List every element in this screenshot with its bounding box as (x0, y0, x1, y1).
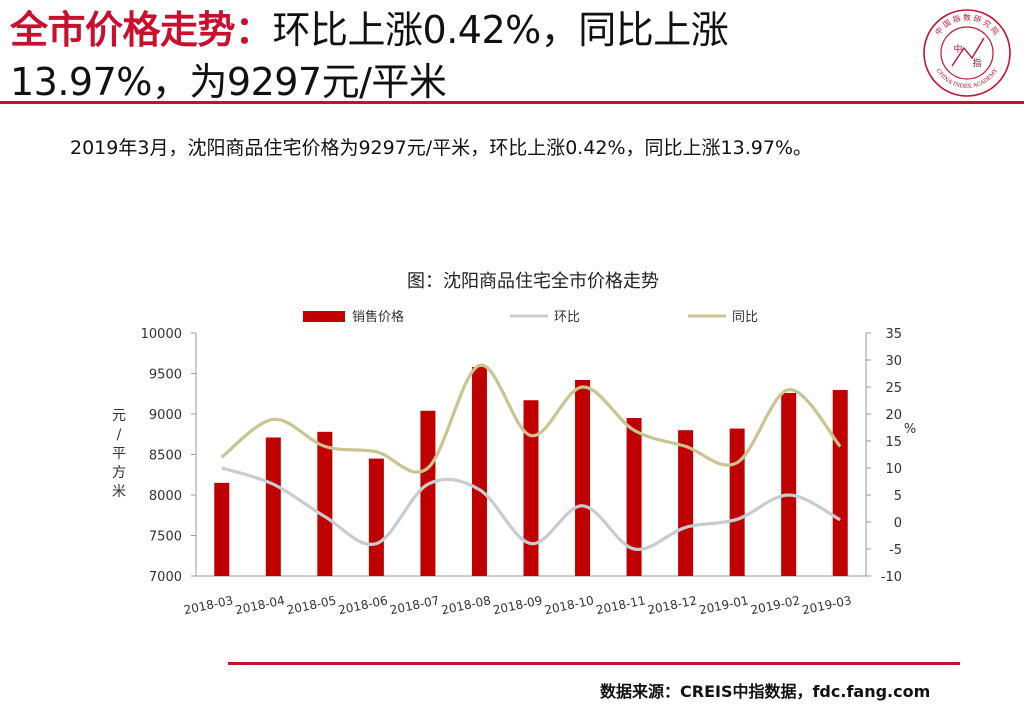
footer-divider (228, 662, 960, 665)
line-yoy (220, 363, 842, 474)
y2-tick-label: 5 (894, 489, 902, 504)
legend-label-yoy: 同比 (732, 310, 758, 325)
x-tick-label: 2019-01 (698, 593, 750, 617)
title-line1: 环比上涨0.42%，同比上涨 (272, 8, 729, 52)
x-tick-label: 2018-07 (389, 593, 441, 617)
x-tick-label: 2018-09 (492, 593, 544, 617)
x-tick-label: 2019-03 (801, 593, 853, 617)
y2-tick-label: -10 (881, 570, 902, 585)
bar-price (317, 431, 333, 576)
bar-price (575, 379, 591, 576)
x-tick-label: 2018-08 (440, 593, 492, 617)
chart-title: 图：沈阳商品住宅全市价格走势 (407, 271, 659, 292)
bar-price (368, 458, 384, 576)
x-tick-label: 2018-11 (595, 593, 647, 617)
y-tick-label: 7000 (149, 570, 182, 585)
x-tick-label: 2018-12 (646, 593, 698, 617)
bar-price (626, 418, 642, 576)
y-tick-label: 9500 (149, 368, 182, 383)
y2-tick-label: 10 (885, 462, 902, 477)
legend-label-mom: 环比 (554, 310, 580, 325)
title-line2: 13.97%，为9297元/平米 (10, 60, 447, 104)
bar-price (832, 389, 848, 576)
line-mom (221, 466, 841, 551)
x-tick-label: 2018-04 (234, 593, 286, 617)
y-tick-label: 8500 (149, 449, 182, 464)
y-tick-label: 9000 (149, 408, 182, 423)
summary-text: 2019年3月，沈阳商品住宅价格为9297元/平米，环比上涨0.42%，同比上涨… (70, 137, 813, 159)
bar-price (471, 367, 487, 576)
y2-axis-label: % (904, 422, 916, 437)
bar-price (214, 482, 230, 576)
x-tick-label: 2018-06 (337, 593, 389, 617)
x-tick-label: 2018-03 (182, 593, 234, 617)
x-tick-label: 2018-05 (286, 593, 338, 617)
bar-price (729, 428, 745, 576)
y2-tick-label: 15 (885, 435, 902, 450)
legend-swatch-price (303, 311, 345, 322)
logo-center-right: 指 (972, 57, 981, 69)
y-tick-label: 7500 (149, 530, 182, 545)
x-tick-label: 2018-10 (543, 593, 595, 617)
y2-tick-label: 0 (894, 516, 902, 531)
china-index-academy-logo: 中 国 指 数 研 究 院 CHINA INDEX ACADEMY 中 指 (923, 9, 1011, 97)
y2-tick-label: 25 (885, 381, 902, 396)
page-title: 全市价格走势：环比上涨0.42%，同比上涨 13.97%，为9297元/平米 (10, 4, 890, 108)
bar-price (781, 392, 797, 576)
bar-price (265, 437, 281, 576)
title-divider (0, 101, 1024, 104)
data-source: 数据来源：CREIS中指数据，fdc.fang.com (600, 682, 931, 701)
y-tick-label: 8000 (149, 489, 182, 504)
y2-tick-label: 35 (885, 327, 902, 342)
legend-label-price: 销售价格 (352, 309, 404, 325)
y2-tick-label: 30 (885, 354, 902, 369)
y-tick-label: 10000 (141, 327, 182, 342)
x-tick-label: 2019-02 (749, 593, 801, 617)
logo-trend-icon (951, 37, 985, 67)
bar-price (678, 430, 694, 576)
bar-price (420, 410, 436, 576)
title-highlight: 全市价格走势： (10, 8, 273, 52)
logo-center-left: 中 (953, 43, 962, 55)
bar-price (523, 400, 539, 576)
y-axis-label: 元/平方米 (112, 408, 126, 500)
y2-tick-label: 20 (885, 408, 902, 423)
y2-tick-label: -5 (889, 543, 902, 558)
